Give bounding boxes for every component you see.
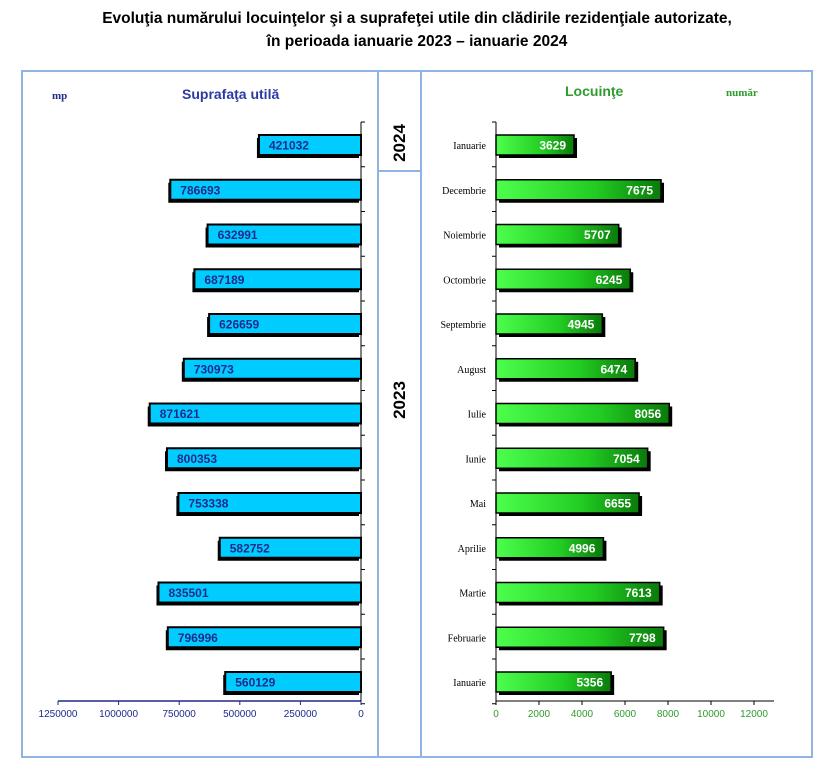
right-x-tick-label: 8000 — [657, 709, 680, 720]
right-bar-value-label: 6245 — [596, 273, 623, 287]
right-category-label: Martie — [459, 589, 486, 600]
right-chart-title: Locuinţe — [565, 83, 624, 99]
left-bar-value-label: 626659 — [219, 318, 259, 332]
right-bar — [495, 537, 605, 559]
left-bar — [182, 357, 362, 380]
right-bar-value-label: 5707 — [584, 228, 611, 242]
right-bar — [495, 358, 636, 380]
right-category-label: Aprilie — [458, 544, 487, 555]
left-bar-value-label: 800353 — [177, 452, 217, 466]
left-panel-frame — [21, 70, 379, 758]
right-category-label: Mai — [470, 499, 486, 510]
right-unit-label: număr — [726, 87, 758, 99]
right-category-label: Ianuarie — [453, 678, 486, 689]
left-x-tick-label: 750000 — [163, 709, 197, 720]
right-category-label: Ianuarie — [453, 141, 486, 152]
left-bar-value-label: 786693 — [180, 183, 220, 197]
left-bar — [157, 581, 362, 604]
right-bar-value-label: 6655 — [604, 497, 631, 511]
right-bar — [495, 313, 604, 335]
right-category-label: Decembrie — [442, 186, 486, 197]
right-x-tick-label: 6000 — [614, 709, 637, 720]
left-x-tick-label: 1000000 — [99, 709, 138, 720]
left-bar-value-label: 632991 — [218, 228, 258, 242]
left-bar — [148, 402, 362, 425]
chart-title-line2: în perioada ianuarie 2023 – ianuarie 202… — [266, 33, 568, 50]
left-bar — [165, 447, 362, 470]
right-bar — [495, 671, 612, 693]
right-x-tick-label: 0 — [493, 709, 499, 720]
right-category-label: Noiembrie — [443, 231, 486, 242]
left-bar-value-label: 687189 — [204, 273, 244, 287]
right-bar-value-label: 7675 — [626, 183, 653, 197]
right-category-label: Septembrie — [440, 320, 486, 331]
right-bar — [495, 492, 640, 514]
left-x-tick-label: 0 — [358, 709, 364, 720]
left-bar-value-label: 730973 — [194, 362, 234, 376]
right-category-label: Iulie — [468, 410, 487, 421]
chart-title-line1: Evoluţia numărului locuinţelor şi a supr… — [102, 10, 732, 27]
left-bar — [224, 671, 362, 693]
right-bar-value-label: 5356 — [576, 676, 603, 690]
left-bar-value-label: 560129 — [235, 676, 275, 690]
right-panel-frame — [420, 70, 813, 758]
right-bar — [495, 447, 649, 469]
right-bar-value-label: 8056 — [635, 407, 662, 421]
left-x-tick-label: 250000 — [284, 709, 318, 720]
left-bar — [169, 178, 362, 201]
left-bar-value-label: 835501 — [168, 586, 208, 600]
right-x-tick-label: 10000 — [697, 709, 725, 720]
right-category-label: August — [457, 365, 486, 376]
left-bar — [177, 492, 362, 514]
left-bar-value-label: 582752 — [230, 541, 270, 555]
left-bar — [257, 134, 362, 156]
right-bar-value-label: 4945 — [568, 318, 595, 332]
right-bar — [495, 402, 670, 425]
left-bar — [218, 536, 362, 559]
left-bar-value-label: 421032 — [269, 139, 309, 153]
right-x-tick-label: 4000 — [571, 709, 594, 720]
left-unit-label: mp — [52, 90, 68, 102]
year-column — [377, 70, 422, 758]
left-bar-value-label: 871621 — [160, 407, 200, 421]
left-x-tick-label: 500000 — [223, 709, 257, 720]
right-category-label: Octombrie — [443, 275, 486, 286]
left-bar-value-label: 753338 — [188, 497, 228, 511]
left-chart-title: Suprafaţa utilă — [182, 86, 280, 102]
right-bar — [495, 223, 620, 246]
left-bar — [166, 626, 362, 649]
year-divider — [377, 170, 422, 172]
right-category-label: Februarie — [448, 633, 487, 644]
right-bar-value-label: 6474 — [600, 362, 627, 376]
right-bar — [495, 581, 661, 604]
right-x-tick-label: 2000 — [528, 709, 551, 720]
right-x-tick-label: 12000 — [740, 709, 768, 720]
left-bar — [208, 313, 362, 335]
right-category-label: Iunie — [465, 454, 486, 465]
left-x-tick-label: 1250000 — [39, 709, 78, 720]
left-bar-value-label: 796996 — [178, 631, 218, 645]
right-bar-value-label: 7798 — [629, 631, 656, 645]
right-bar-value-label: 7054 — [613, 452, 640, 466]
right-bar — [495, 626, 665, 648]
right-bar — [495, 179, 662, 201]
right-bar — [495, 268, 632, 290]
right-bar-value-label: 7613 — [625, 586, 652, 600]
right-bar — [495, 134, 575, 156]
right-bar-value-label: 3629 — [539, 139, 566, 153]
left-bar — [206, 223, 362, 246]
right-bar-value-label: 4996 — [569, 541, 596, 555]
left-bar — [193, 268, 362, 291]
